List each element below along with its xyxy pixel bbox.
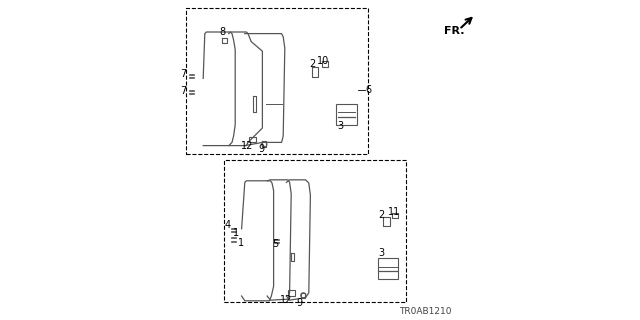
Text: 7: 7: [180, 86, 186, 96]
Text: 7: 7: [180, 68, 186, 79]
Text: 9: 9: [296, 298, 302, 308]
Text: 10: 10: [317, 56, 330, 67]
Text: TR0AB1210: TR0AB1210: [399, 308, 452, 316]
Text: FR.: FR.: [444, 26, 465, 36]
Text: 12: 12: [280, 295, 292, 305]
Text: 12: 12: [241, 140, 253, 151]
Text: 1: 1: [238, 238, 244, 248]
Text: 3: 3: [379, 248, 385, 258]
Text: 9: 9: [259, 144, 265, 154]
Text: 2: 2: [309, 59, 315, 69]
Bar: [249, 137, 256, 142]
Bar: [336, 104, 357, 125]
Bar: [186, 8, 368, 154]
Text: 8: 8: [220, 27, 225, 37]
Text: 2: 2: [379, 210, 385, 220]
Text: 3: 3: [338, 121, 344, 132]
Text: 4: 4: [224, 220, 230, 230]
Bar: [224, 160, 406, 302]
Text: 6: 6: [365, 84, 371, 95]
Text: 1: 1: [233, 228, 239, 238]
Text: 5: 5: [272, 239, 278, 249]
Bar: [378, 258, 398, 279]
Bar: [288, 290, 295, 296]
Text: 11: 11: [387, 207, 400, 217]
